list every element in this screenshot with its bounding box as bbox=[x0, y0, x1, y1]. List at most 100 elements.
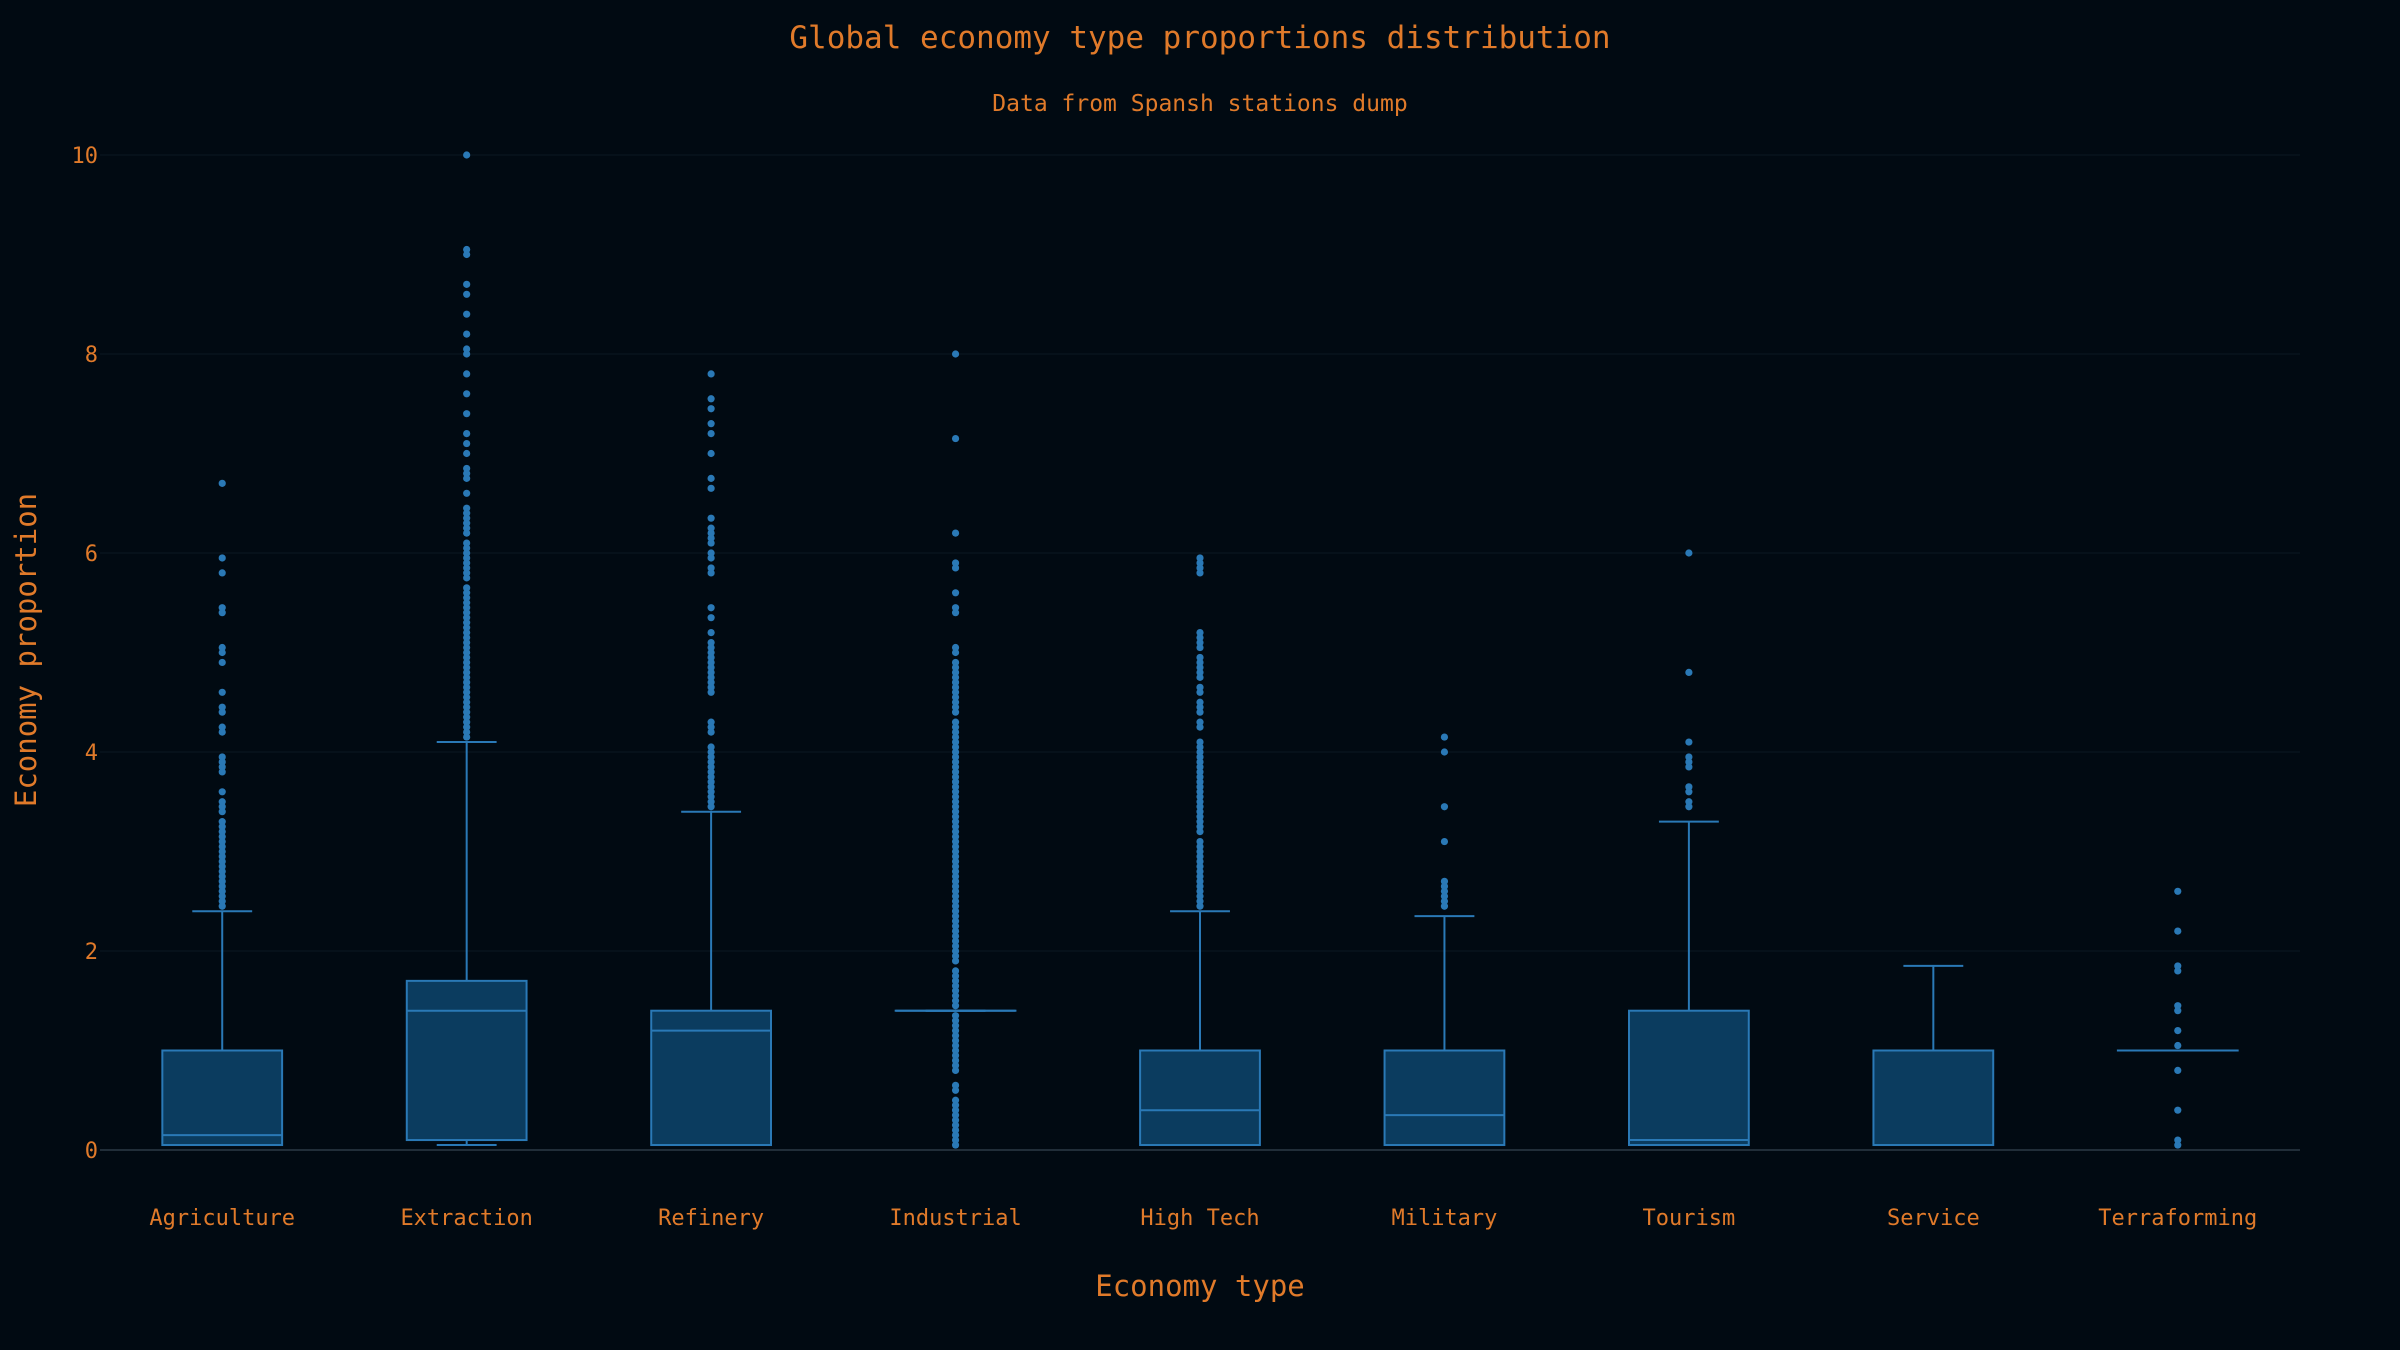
outlier-point bbox=[1196, 842, 1204, 851]
outlier-point bbox=[951, 773, 960, 781]
outlier-point bbox=[951, 837, 960, 846]
outlier-point bbox=[951, 748, 960, 756]
outlier-point bbox=[707, 768, 715, 776]
outlier-point bbox=[218, 832, 226, 841]
outlier-point bbox=[463, 658, 471, 667]
outlier-point bbox=[951, 693, 960, 701]
outlier-point bbox=[951, 892, 960, 900]
outlier-point bbox=[463, 514, 471, 522]
outlier-point bbox=[1196, 569, 1204, 577]
outlier-point bbox=[463, 345, 471, 353]
outlier-point bbox=[1196, 663, 1204, 672]
outlier-point bbox=[951, 823, 960, 831]
y-tick-label: 4 bbox=[85, 741, 98, 766]
outlier-point bbox=[707, 638, 715, 647]
outlier-point bbox=[218, 877, 226, 885]
outlier-point bbox=[218, 768, 226, 776]
outlier-point bbox=[1440, 887, 1449, 895]
box-iqr bbox=[1139, 1049, 1261, 1147]
outlier-point bbox=[463, 633, 471, 642]
outlier-point bbox=[463, 678, 471, 686]
outlier-point bbox=[707, 763, 715, 771]
outlier-point bbox=[951, 698, 960, 706]
outlier-point bbox=[2174, 1141, 2182, 1149]
outlier-point bbox=[218, 897, 226, 905]
outlier-point bbox=[463, 629, 471, 637]
outlier-point bbox=[951, 1027, 960, 1035]
outlier-point bbox=[951, 1066, 960, 1074]
outlier-point bbox=[951, 882, 960, 890]
outlier-point bbox=[218, 892, 226, 900]
outlier-point bbox=[218, 803, 226, 811]
outlier-point bbox=[707, 653, 715, 662]
outlier-point bbox=[1196, 653, 1204, 662]
box-group bbox=[1139, 554, 1261, 1147]
outlier-point bbox=[1685, 549, 1693, 557]
outlier-point bbox=[463, 673, 471, 681]
outlier-point bbox=[707, 718, 715, 726]
outlier-point bbox=[218, 823, 226, 831]
outlier-point bbox=[1196, 683, 1204, 691]
outlier-point bbox=[707, 798, 715, 806]
outlier-point bbox=[1196, 668, 1204, 677]
outlier-point bbox=[463, 708, 471, 716]
outlier-point bbox=[463, 718, 471, 726]
outlier-point bbox=[1196, 708, 1204, 716]
outlier-point bbox=[951, 862, 960, 871]
outlier-point bbox=[1196, 778, 1204, 786]
outlier-point bbox=[951, 564, 960, 572]
outlier-point bbox=[1196, 554, 1204, 562]
outlier-point bbox=[951, 738, 960, 746]
outlier-point bbox=[951, 808, 960, 816]
outlier-point bbox=[707, 783, 715, 791]
outlier-point bbox=[463, 599, 471, 607]
outlier-point bbox=[707, 430, 715, 438]
x-tick-label: Tourism bbox=[1643, 1206, 1736, 1231]
box-group bbox=[1383, 733, 1506, 1147]
outlier-point bbox=[463, 474, 471, 482]
outlier-point bbox=[951, 937, 960, 945]
outlier-point bbox=[1196, 902, 1204, 910]
box-group bbox=[161, 479, 284, 1147]
outlier-point bbox=[463, 698, 471, 706]
outlier-point bbox=[218, 758, 226, 766]
outlier-point bbox=[1196, 748, 1204, 756]
outlier-point bbox=[463, 554, 471, 562]
outlier-point bbox=[707, 524, 715, 532]
box-iqr bbox=[1872, 1049, 1995, 1147]
outlier-point bbox=[951, 733, 960, 741]
outlier-point bbox=[463, 624, 471, 632]
y-tick-label: 8 bbox=[85, 343, 98, 368]
outlier-point bbox=[951, 703, 960, 711]
outlier-point bbox=[463, 668, 471, 677]
outlier-point bbox=[463, 559, 471, 567]
outlier-point bbox=[707, 753, 715, 761]
outlier-point bbox=[951, 997, 960, 1005]
outlier-point bbox=[951, 1136, 960, 1144]
outlier-point bbox=[707, 803, 715, 811]
outlier-point bbox=[951, 912, 960, 920]
outlier-point bbox=[1196, 788, 1204, 796]
outlier-point bbox=[951, 753, 960, 761]
outlier-point bbox=[951, 718, 960, 726]
outlier-point bbox=[951, 589, 960, 597]
outlier-point bbox=[218, 788, 226, 796]
outlier-point bbox=[707, 604, 715, 612]
outlier-point bbox=[951, 604, 960, 612]
outlier-point bbox=[218, 703, 226, 711]
box-iqr bbox=[1383, 1049, 1506, 1147]
outlier-point bbox=[218, 852, 226, 861]
outlier-point bbox=[218, 837, 226, 846]
outlier-point bbox=[218, 808, 226, 816]
outlier-point bbox=[951, 793, 960, 801]
outlier-point bbox=[463, 539, 471, 547]
outlier-point bbox=[707, 539, 715, 547]
outlier-point bbox=[951, 922, 960, 930]
outlier-point bbox=[1685, 758, 1693, 766]
outlier-point bbox=[951, 668, 960, 677]
outlier-point bbox=[463, 290, 471, 298]
outlier-point bbox=[951, 648, 960, 657]
outlier-point bbox=[951, 788, 960, 796]
outlier-point bbox=[951, 763, 960, 771]
y-tick-label: 2 bbox=[85, 940, 98, 965]
